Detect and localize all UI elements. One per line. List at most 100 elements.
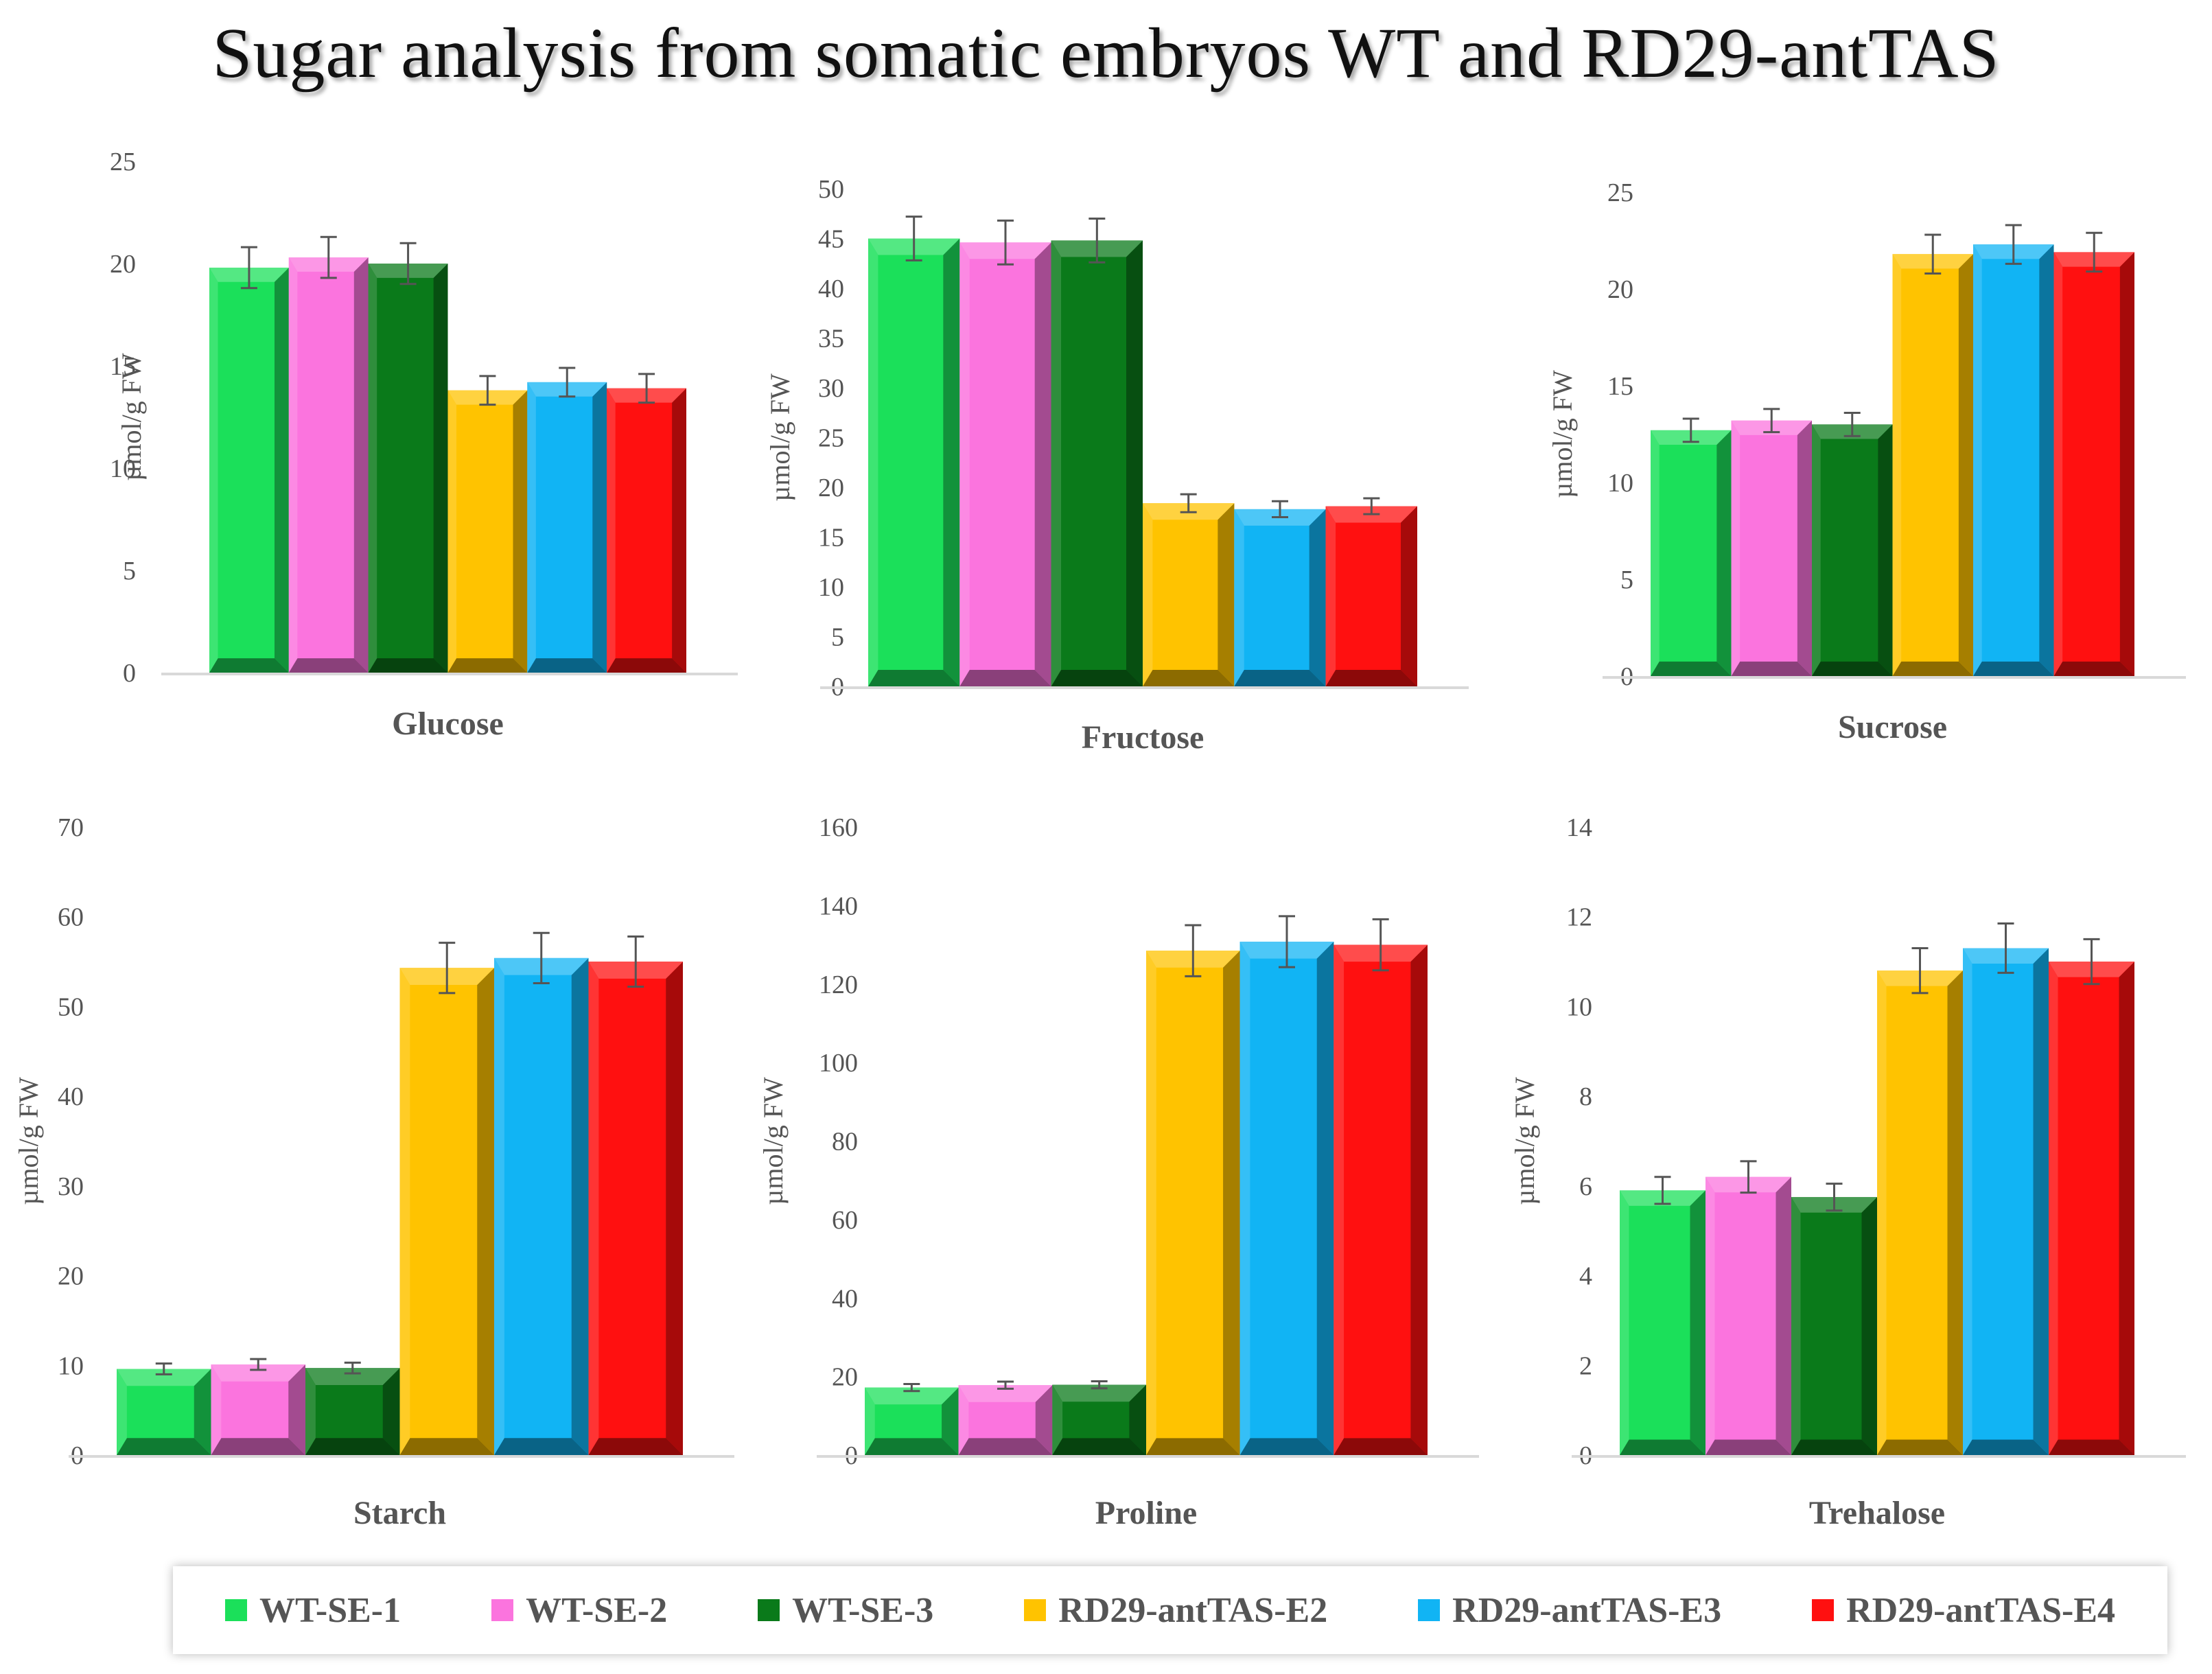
bar-glucose-6 — [607, 388, 686, 673]
y-tick-label: 10 — [1607, 469, 1633, 498]
bar-bevel-bottom — [288, 658, 369, 673]
bar-bevel-right — [2119, 962, 2134, 1455]
y-axis-label: µmol/g FW — [1509, 1077, 1540, 1205]
x-axis-label: Starch — [353, 1495, 446, 1531]
bar-bevel-left — [588, 962, 599, 1455]
legend-swatch — [224, 1599, 247, 1621]
bar-bevel-top — [958, 1385, 1053, 1402]
bar-bevel-left — [399, 968, 410, 1455]
bar-bevel-bottom — [865, 1438, 959, 1455]
bar-bevel-bottom — [607, 658, 686, 673]
y-tick-label: 45 — [818, 225, 844, 254]
x-axis-label: Glucose — [392, 706, 504, 742]
bar-bevel-right — [1690, 1190, 1705, 1455]
y-tick-label: 10 — [58, 1351, 84, 1380]
bar-bevel-bottom — [1620, 1439, 1705, 1455]
y-tick-label: 160 — [819, 813, 858, 842]
bar-fructose-3 — [1051, 240, 1143, 686]
error-bar-trehalose-6 — [2083, 938, 2100, 986]
bar-bevel-bottom — [1973, 661, 2054, 676]
y-tick-label: 140 — [819, 892, 858, 920]
bar-bevel-right — [1034, 242, 1051, 686]
bar-bevel-left — [1651, 430, 1660, 676]
bar-bevel-bottom — [1051, 670, 1143, 686]
error-bar-proline-1 — [903, 1382, 920, 1393]
bar-bevel-right — [194, 1369, 211, 1455]
y-tick-label: 40 — [818, 275, 844, 303]
bar-bevel-left — [209, 267, 218, 673]
bar-sucrose-5 — [1973, 244, 2054, 676]
bar-bevel-right — [2033, 948, 2049, 1455]
error-bar-fructose-3 — [1088, 218, 1106, 264]
error-bar-proline-6 — [1372, 918, 1389, 972]
bar-bevel-left — [607, 388, 616, 673]
legend-item-5: RD29-antTAS-E3 — [1418, 1590, 1721, 1631]
y-axis-label: µmol/g FW — [13, 1077, 44, 1205]
bar-bevel-left — [1731, 420, 1741, 676]
y-tick-label: 120 — [819, 970, 858, 999]
error-bar-fructose-6 — [1363, 497, 1380, 515]
bar-bevel-bottom — [1325, 670, 1417, 686]
error-bar-glucose-6 — [638, 373, 655, 404]
y-tick-label: 10 — [110, 454, 136, 483]
legend-swatch — [758, 1599, 780, 1621]
bar-bevel-left — [1892, 254, 1902, 676]
bar-proline-2 — [958, 1385, 1053, 1455]
bar-bevel-bottom — [211, 1438, 305, 1455]
error-bar-trehalose-2 — [1740, 1160, 1757, 1194]
error-bar-fructose-1 — [905, 216, 922, 261]
y-tick-label: 5 — [1620, 566, 1633, 594]
error-bar-starch-3 — [344, 1361, 361, 1375]
bar-bevel-right — [513, 390, 528, 673]
y-tick-label: 30 — [58, 1172, 84, 1201]
legend-label: RD29-antTAS-E3 — [1452, 1590, 1722, 1630]
legend-item-2: WT-SE-2 — [491, 1590, 667, 1631]
bar-bevel-bottom — [1651, 661, 1732, 676]
error-bar-trehalose-4 — [1911, 946, 1929, 995]
x-axis-label: Trehalose — [1809, 1495, 1945, 1531]
y-tick-label: 40 — [58, 1082, 84, 1111]
error-bar-glucose-4 — [479, 375, 496, 406]
y-axis-label: µmol/g FW — [1547, 370, 1578, 498]
y-tick-label: 15 — [818, 524, 844, 553]
bar-bevel-right — [1716, 430, 1732, 676]
bar-bevel-right — [1316, 941, 1334, 1455]
bar-bevel-left — [1143, 503, 1153, 686]
chart-main-title: Sugar analysis from somatic embryos WT a… — [212, 14, 2000, 93]
y-tick-label: 25 — [1607, 178, 1633, 207]
y-tick-label: 50 — [58, 992, 84, 1021]
y-tick-label: 35 — [818, 325, 844, 353]
bar-bevel-bottom — [1892, 661, 1973, 676]
chart-panel-glucose: 0 5 10 15 20 25 µmol/g FW Glucose — [75, 137, 738, 755]
bar-bevel-bottom — [1877, 1439, 1963, 1455]
bar-starch-1 — [117, 1369, 211, 1455]
error-bar-glucose-3 — [399, 242, 417, 286]
bar-bevel-left — [305, 1368, 316, 1455]
error-bar-trehalose-1 — [1654, 1176, 1671, 1205]
bar-bevel-right — [1410, 944, 1428, 1455]
bar-starch-4 — [399, 968, 494, 1455]
bar-bevel-left — [958, 1385, 969, 1455]
bar-bevel-right — [274, 267, 289, 673]
error-bar-trehalose-3 — [1826, 1183, 1843, 1212]
y-tick-label: 5 — [831, 623, 844, 652]
error-bar-starch-6 — [627, 935, 644, 988]
bar-bevel-top — [211, 1364, 305, 1382]
bar-bevel-top — [305, 1368, 400, 1385]
bar-bevel-right — [2039, 244, 2054, 676]
bar-bevel-left — [1052, 1384, 1063, 1455]
bar-sucrose-1 — [1651, 430, 1732, 676]
bar-bevel-bottom — [117, 1438, 211, 1455]
error-bar-starch-2 — [250, 1358, 267, 1371]
bar-bevel-right — [1129, 1384, 1146, 1455]
bar-bevel-left — [1705, 1176, 1715, 1455]
x-axis-label: Proline — [1095, 1495, 1197, 1531]
bar-bevel-left — [2049, 962, 2058, 1455]
bar-sucrose-2 — [1731, 420, 1812, 676]
y-tick-label: 8 — [1579, 1082, 1592, 1111]
